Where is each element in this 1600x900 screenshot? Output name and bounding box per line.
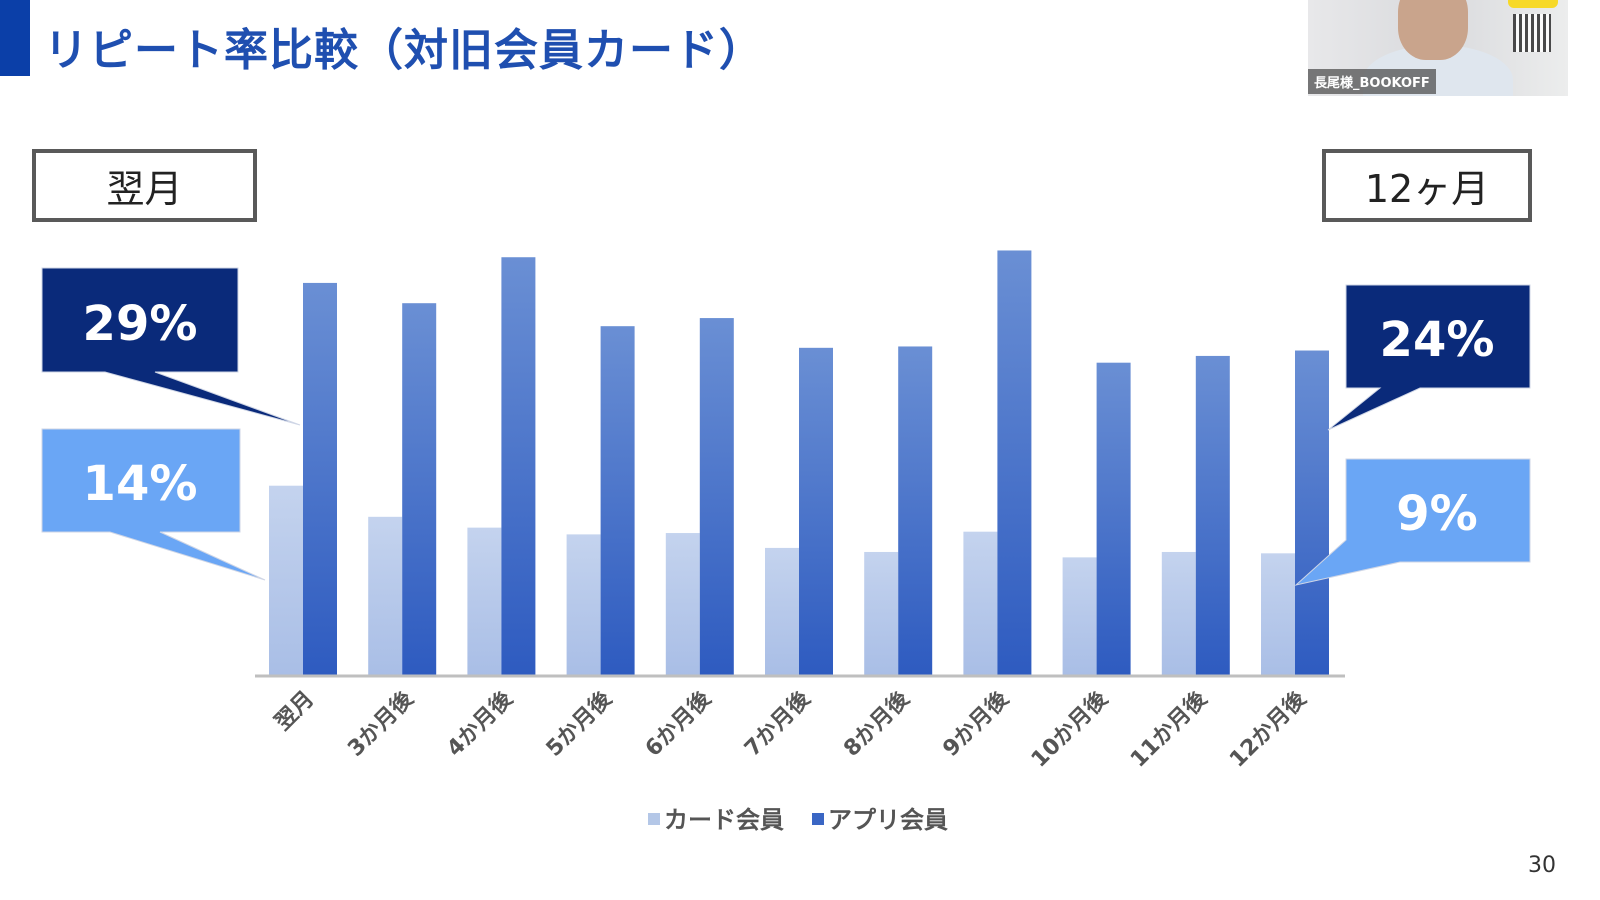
x-tick-label: 8か月後	[839, 685, 916, 762]
webcam-thumbnail: 長尾様_BOOKOFF	[1308, 0, 1568, 96]
bar-app	[1195, 355, 1230, 675]
callout-first-card	[41, 428, 266, 581]
x-tick-label: 9か月後	[938, 685, 1015, 762]
callout-first-app	[41, 267, 301, 426]
legend-label-app: アプリ会員	[828, 806, 948, 834]
participant-name: 長尾様_BOOKOFF	[1308, 69, 1436, 94]
callout-last-card	[1294, 458, 1531, 586]
callout-last-app-text: 24%	[1380, 312, 1495, 368]
bar-card	[467, 527, 502, 675]
bar-app	[997, 250, 1032, 676]
x-tick-label: 7か月後	[739, 685, 816, 762]
legend-label-card: カード会員	[664, 806, 784, 834]
x-tick-label: 10か月後	[1026, 685, 1113, 772]
participant-face	[1398, 0, 1468, 60]
bar-app	[501, 257, 536, 675]
bar-card	[963, 531, 998, 675]
bar-card	[864, 551, 899, 675]
x-tick-label: 3か月後	[343, 685, 420, 762]
bar-app	[699, 318, 734, 675]
legend-swatch-card	[648, 813, 660, 825]
bar-app	[600, 326, 635, 675]
bar-app	[303, 282, 337, 675]
label-box-next-month: 翌月	[32, 149, 257, 222]
bar-app	[402, 303, 437, 675]
bar-app	[898, 346, 933, 675]
bar-card	[1062, 557, 1097, 675]
x-tick-label: 翌月	[270, 687, 319, 736]
bar-card	[1261, 553, 1295, 675]
bar-card	[665, 533, 700, 675]
bar-app	[1096, 362, 1131, 675]
page-number: 30	[1528, 853, 1556, 878]
label-box-12-months: 12ヶ月	[1322, 149, 1532, 222]
bar-app	[799, 347, 833, 675]
legend: カード会員 アプリ会員	[648, 806, 948, 834]
bar-card	[1161, 551, 1196, 675]
callout-first-card-text: 14%	[83, 456, 198, 512]
logo-badge	[1508, 0, 1558, 8]
bar-card	[566, 534, 601, 675]
bar-app	[1295, 350, 1329, 675]
x-tick-label: 6か月後	[640, 685, 717, 762]
bar-card	[269, 485, 303, 675]
slide-title: リピート率比較（対旧会員カード）	[44, 25, 764, 76]
bar-card	[368, 516, 403, 675]
callout-last-app	[1327, 284, 1531, 431]
x-tick-label: 4か月後	[442, 685, 519, 762]
callout-first-app-text: 29%	[83, 296, 198, 352]
title-accent-bar	[0, 0, 30, 76]
x-tick-label: 5か月後	[541, 685, 618, 762]
qr-code-icon	[1513, 14, 1551, 52]
x-tick-label: 12か月後	[1225, 685, 1312, 772]
x-tick-label: 11か月後	[1125, 685, 1212, 772]
legend-swatch-app	[812, 813, 824, 825]
callout-last-card-text: 9%	[1396, 486, 1478, 542]
bar-card	[765, 547, 799, 675]
